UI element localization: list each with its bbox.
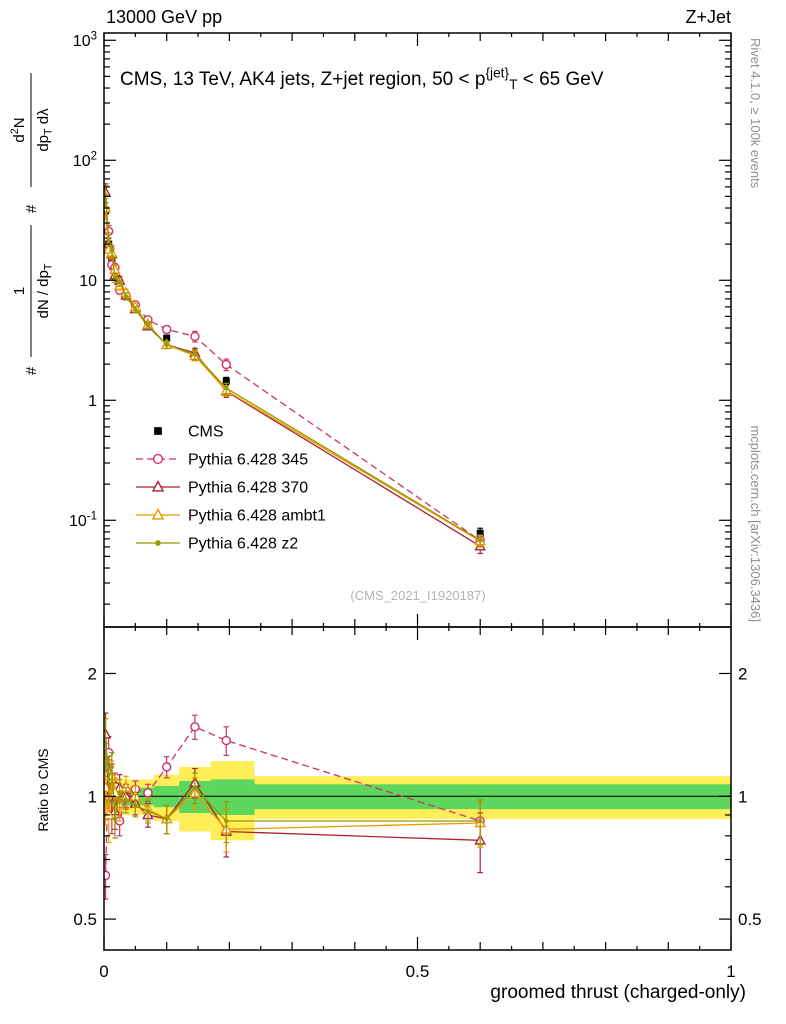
marker-dot	[478, 818, 483, 824]
marker-dot	[123, 797, 129, 803]
plot-title: CMS, 13 TeV, AK4 jets, Z+jet region, 50 …	[120, 65, 604, 92]
ratio-y-axis-title: Ratio to CMS	[35, 748, 51, 831]
legend-item-pythia-6-428-345: Pythia 6.428 345	[136, 452, 308, 469]
legend-item-cms: CMS	[154, 424, 224, 441]
band-green	[210, 779, 255, 815]
marker-dot	[164, 816, 169, 822]
marker-dot	[104, 740, 108, 746]
marker-square	[154, 427, 162, 435]
main-y-tick-label: 10-1	[69, 510, 97, 529]
legend: CMS Pythia 6.428 345 Pythia 6.428 370 Pythi…	[136, 424, 326, 553]
main-y-axis-title: #1 dN / dpT # d2N dpT dλ	[9, 73, 54, 375]
rivet-version-note: Rivet 4.1.0, ≥ 100k events	[748, 38, 763, 189]
marker-dot	[145, 322, 151, 328]
marker-dot	[155, 540, 161, 546]
legend-label: Pythia 6.428 ambt1	[188, 508, 326, 525]
marker-dot	[117, 279, 122, 285]
marker-square	[163, 334, 171, 342]
marker-circle	[190, 722, 200, 732]
legend-label: Pythia 6.428 z2	[188, 536, 298, 553]
svg-text:dpT dλ: dpT dλ	[35, 108, 54, 152]
marker-dot	[112, 816, 118, 822]
marker-dot	[109, 764, 115, 770]
marker-square	[476, 529, 484, 537]
marker-dot	[224, 385, 229, 391]
ratio-y-tick-label-right: 2	[738, 664, 747, 683]
marker-dot	[117, 790, 122, 795]
x-tick-label: 0.5	[406, 962, 430, 981]
marker-dot	[106, 777, 111, 782]
marker-dot	[145, 808, 151, 814]
marker-circle	[143, 788, 153, 798]
series-pythia-6-428-345	[104, 224, 485, 547]
ratio-y-tick-label-left: 1	[88, 787, 97, 806]
x-tick-label: 0	[99, 962, 108, 981]
svg-text:1: 1	[11, 287, 28, 295]
mcplots-arxiv-note: mcplots.cern.ch [arXiv:1306.3436]	[748, 425, 763, 622]
marker-triangle	[151, 508, 165, 520]
series-pythia-6-428-370	[104, 183, 486, 555]
legend-label: CMS	[188, 424, 224, 441]
ratio-series-pythia-6-428-z2	[104, 718, 483, 846]
marker-dot	[112, 275, 118, 280]
legend-item-pythia-6-428-370: Pythia 6.428 370	[136, 480, 308, 497]
marker-dot	[192, 352, 198, 357]
process-label: Z+Jet	[685, 7, 731, 27]
svg-text:dN / dpT: dN / dpT	[35, 263, 54, 318]
x-tick-label: 1	[726, 962, 735, 981]
x-axis-title: groomed thrust (charged-only)	[490, 982, 746, 1003]
ratio-uncertainty-bands	[104, 761, 731, 841]
marker-circle	[190, 331, 200, 342]
marker-dot	[478, 538, 483, 543]
legend-label: Pythia 6.428 345	[188, 452, 308, 469]
ratio-y-tick-label-right: 0.5	[738, 910, 762, 929]
marker-circle	[152, 453, 164, 465]
beam-energy-label: 13000 GeV pp	[106, 7, 222, 27]
marker-circle	[221, 359, 231, 370]
marker-triangle	[104, 808, 115, 820]
analysis-id-watermark: (CMS_2021_I1920187)	[350, 588, 485, 603]
svg-text:#: #	[23, 204, 40, 213]
marker-dot	[164, 342, 169, 347]
marker-dot	[133, 307, 138, 312]
marker-dot	[133, 803, 138, 808]
marker-dot	[123, 294, 129, 299]
marker-circle	[161, 324, 172, 335]
marker-dot	[192, 785, 198, 790]
marker-dot	[224, 818, 229, 824]
marker-triangle	[151, 480, 165, 492]
marker-circle	[221, 735, 231, 746]
ratio-y-tick-label-left: 2	[88, 664, 97, 683]
marker-circle	[104, 870, 111, 881]
marker-square	[222, 377, 230, 385]
legend-label: Pythia 6.428 370	[188, 480, 308, 497]
main-y-tick-label: 1	[88, 393, 97, 410]
svg-text:d2N: d2N	[9, 117, 28, 142]
main-series-layer	[104, 183, 486, 555]
main-y-tick-label: 103	[73, 30, 97, 49]
main-y-tick-label: 102	[73, 150, 97, 169]
ratio-y-tick-label-right: 1	[738, 787, 747, 806]
svg-text:#: #	[23, 366, 40, 375]
marker-dot	[109, 248, 115, 253]
legend-item-pythia-6-428-z2: Pythia 6.428 z2	[136, 536, 298, 553]
marker-dot	[106, 236, 111, 242]
ratio-series-layer	[104, 712, 486, 900]
legend-item-pythia-6-428-ambt1: Pythia 6.428 ambt1	[136, 508, 326, 525]
main-y-tick-label: 10	[79, 273, 97, 290]
marker-circle	[161, 762, 172, 772]
ratio-y-tick-label-left: 0.5	[73, 910, 97, 929]
ratio-panel-frame	[103, 626, 732, 951]
